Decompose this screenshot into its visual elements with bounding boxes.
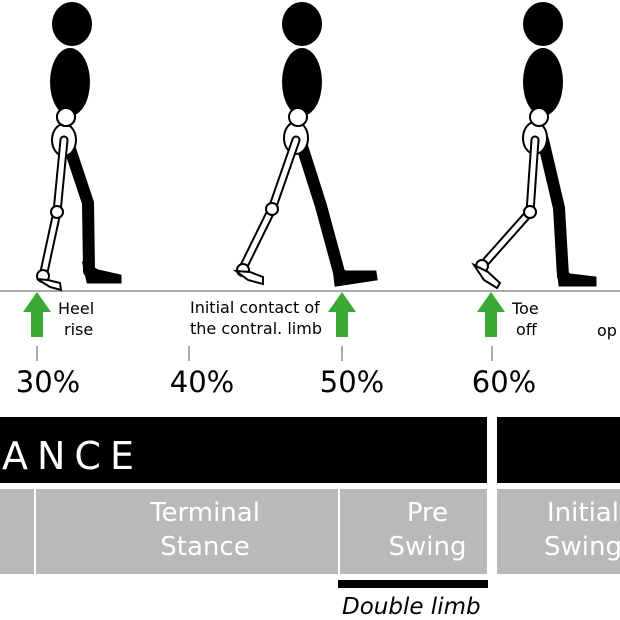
arrow-contralateral-contact (328, 292, 356, 337)
subphase-divider (34, 489, 36, 574)
stance-subphase-row (0, 489, 487, 574)
phase-initial-swing: Initial Swing (544, 498, 620, 562)
walking-figure-toe-off (471, 2, 597, 290)
stance-phase-band (0, 417, 487, 483)
head (282, 2, 322, 46)
torso (50, 48, 90, 116)
percent-50: 50% (319, 365, 385, 399)
swing-foot (471, 262, 502, 290)
event-opposite-label: op (597, 321, 617, 340)
arrow-heel-rise (23, 292, 51, 337)
phase-terminal-stance: Terminal Stance (150, 498, 260, 562)
phase-pre-swing: Pre Swing (388, 498, 467, 562)
percent-30: 30% (15, 365, 81, 399)
trailing-foot (232, 269, 264, 286)
walking-figure-contralateral-contact (232, 2, 378, 287)
percent-60: 60% (471, 365, 537, 399)
swing-subphase-row (497, 489, 620, 574)
arrow-toe-off (477, 292, 505, 337)
stance-band-label: ANCE (2, 434, 143, 478)
double-limb-label: Double limb (342, 594, 481, 620)
torso (282, 48, 322, 116)
event-arrows (23, 292, 505, 337)
event-toe-off-label: Toe off (512, 299, 539, 339)
percent-ticks (36, 346, 493, 361)
percent-40: 40% (169, 365, 235, 399)
event-heel-rise-label: Heel rise (58, 299, 95, 339)
walking-figure-heel-rise (36, 2, 122, 292)
torso (523, 48, 563, 116)
trailing-foot (36, 278, 63, 292)
swing-phase-band (497, 417, 620, 483)
subphase-divider (338, 489, 340, 574)
head (52, 2, 92, 46)
double-limb-bar (338, 580, 488, 588)
gait-illustration (0, 2, 620, 361)
head (523, 2, 563, 46)
event-contralateral-contact-label: Initial contact of the contral. limb (190, 298, 322, 338)
